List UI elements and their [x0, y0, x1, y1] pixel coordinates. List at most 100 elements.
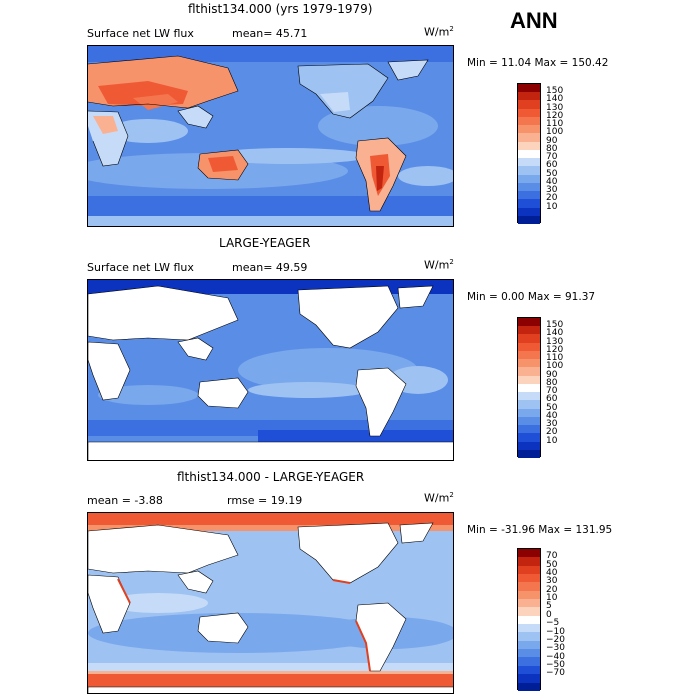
panel-top-minmax: Min = 11.04 Max = 150.42	[467, 57, 609, 69]
map-middle	[87, 279, 454, 461]
colorbar-label: 120	[546, 110, 564, 121]
colorbar-swatch	[518, 334, 540, 343]
colorbar-swatch	[518, 665, 540, 675]
panel-middle-variable: Surface net LW flux	[87, 261, 194, 274]
colorbar-swatch	[518, 383, 540, 393]
colorbar-swatch	[518, 199, 540, 208]
map-bottom	[87, 512, 454, 694]
colorbar-label: 40	[546, 568, 558, 579]
colorbar-label: −20	[546, 634, 565, 645]
colorbar-swatch	[518, 441, 540, 450]
panel-top-variable: Surface net LW flux	[87, 27, 194, 40]
colorbar-swatch	[518, 158, 540, 167]
colorbar-label: 30	[546, 419, 558, 430]
colorbar-swatch	[518, 425, 540, 434]
colorbar-label: 130	[546, 336, 564, 347]
colorbar-label: 140	[546, 328, 564, 339]
colorbar-swatch	[518, 599, 540, 608]
colorbar-label: 60	[546, 160, 558, 171]
colorbar-swatch	[518, 649, 540, 658]
colorbar-label: 70	[546, 551, 558, 562]
colorbar-swatch	[518, 449, 540, 458]
panel-bottom-title: flthist134.000 - LARGE-YEAGER	[177, 470, 365, 484]
colorbar-swatch	[518, 125, 540, 134]
colorbar-label: −40	[546, 651, 565, 662]
colorbar-swatch	[518, 549, 540, 558]
colorbar-label: 100	[546, 127, 564, 138]
colorbar-swatch	[518, 615, 540, 625]
panel-top-units: W/m2	[424, 25, 454, 39]
colorbar-label: 10	[546, 593, 558, 604]
colorbar-label: 110	[546, 119, 564, 130]
colorbar-swatch	[518, 624, 540, 633]
colorbar-label: 10	[546, 201, 558, 212]
colorbar-label: 150	[546, 86, 564, 97]
colorbar-top	[517, 83, 541, 224]
colorbar-label: 70	[546, 386, 558, 397]
panel-bottom-mean: mean = -3.88	[87, 494, 163, 507]
colorbar-swatch	[518, 116, 540, 126]
colorbar-swatch	[518, 375, 540, 384]
colorbar-swatch	[518, 215, 540, 224]
colorbar-swatch	[518, 350, 540, 360]
colorbar-swatch	[518, 84, 540, 93]
colorbar-middle	[517, 317, 541, 458]
colorbar-swatch	[518, 590, 540, 600]
colorbar-label: 150	[546, 320, 564, 331]
colorbar-label: 80	[546, 143, 558, 154]
panel-top-mean: mean= 45.71	[232, 27, 308, 40]
panel-bottom-minmax: Min = -31.96 Max = 131.95	[467, 524, 613, 536]
colorbar-label: −5	[546, 618, 560, 629]
panel-top-title: flthist134.000 (yrs 1979-1979)	[188, 2, 373, 16]
panel-middle-title: LARGE-YEAGER	[219, 236, 311, 250]
panel-middle-minmax: Min = 0.00 Max = 91.37	[467, 291, 596, 303]
colorbar-label: 60	[546, 394, 558, 405]
panel-bottom-rmse: rmse = 19.19	[227, 494, 303, 507]
colorbar-swatch	[518, 149, 540, 159]
colorbar-label: 20	[546, 427, 558, 438]
colorbar-swatch	[518, 433, 540, 442]
panel-middle-mean: mean= 49.59	[232, 261, 308, 274]
colorbar-label: 30	[546, 185, 558, 196]
colorbar-swatch	[518, 607, 540, 616]
colorbar-swatch	[518, 100, 540, 109]
colorbar-swatch	[518, 416, 540, 426]
colorbar-label: 20	[546, 193, 558, 204]
colorbar-label: 130	[546, 102, 564, 113]
colorbar-swatch	[518, 182, 540, 192]
colorbar-label: 40	[546, 410, 558, 421]
season-label: ANN	[510, 8, 558, 33]
colorbar-label: 100	[546, 361, 564, 372]
map-top	[87, 45, 454, 227]
colorbar-label: −50	[546, 659, 565, 670]
colorbar-swatch	[518, 632, 540, 641]
colorbar-swatch	[518, 133, 540, 142]
colorbar-label: 90	[546, 135, 558, 146]
colorbar-label: 140	[546, 94, 564, 105]
colorbar-swatch	[518, 557, 540, 566]
colorbar-swatch	[518, 342, 540, 351]
colorbar-label: 50	[546, 402, 558, 413]
colorbar-swatch	[518, 682, 540, 691]
colorbar-label: 70	[546, 152, 558, 163]
colorbar-swatch	[518, 367, 540, 376]
colorbar-label: 50	[546, 168, 558, 179]
colorbar-swatch	[518, 408, 540, 417]
colorbar-label: −10	[546, 626, 565, 637]
colorbar-swatch	[518, 582, 540, 591]
colorbar-label: 5	[546, 601, 552, 612]
colorbar-swatch	[518, 191, 540, 200]
colorbar-label: 90	[546, 369, 558, 380]
colorbar-label: 0	[546, 609, 552, 620]
colorbar-label: 20	[546, 584, 558, 595]
colorbar-label: 50	[546, 559, 558, 570]
colorbar-label: 120	[546, 344, 564, 355]
colorbar-swatch	[518, 400, 540, 409]
colorbar-swatch	[518, 318, 540, 327]
colorbar-swatch	[518, 574, 540, 583]
colorbar-swatch	[518, 326, 540, 335]
panel-bottom-units: W/m2	[424, 491, 454, 505]
colorbar-bottom	[517, 548, 541, 691]
colorbar-label: −70	[546, 668, 565, 679]
colorbar-swatch	[518, 174, 540, 183]
